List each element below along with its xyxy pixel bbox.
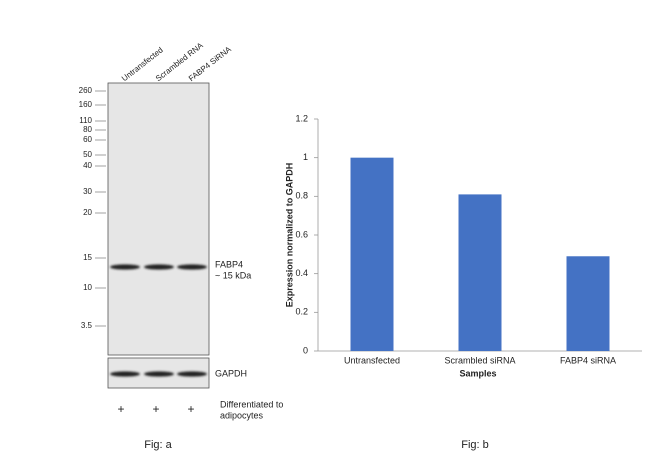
- band-size: ~ 15 kDa: [215, 270, 251, 280]
- treatment-mark: +: [187, 402, 194, 416]
- marker-label: 3.5: [81, 321, 93, 330]
- y-tick-label: 0: [303, 345, 308, 355]
- band-label: FABP4: [215, 259, 243, 269]
- band: [177, 264, 207, 270]
- band: [177, 371, 207, 377]
- marker-label: 160: [79, 100, 93, 109]
- caption: Fig: a: [144, 439, 172, 451]
- treatment-label: adipocytes: [220, 410, 264, 420]
- bar: [458, 194, 502, 351]
- x-tick-label: Scrambled siRNA: [444, 355, 515, 365]
- loading-label: GAPDH: [215, 368, 247, 378]
- marker-label: 10: [83, 283, 92, 292]
- treatment-mark: +: [152, 402, 159, 416]
- marker-label: 15: [83, 253, 92, 262]
- band: [144, 264, 174, 270]
- y-axis-title: Expression normalized to GAPDH: [284, 163, 294, 308]
- blot-panel: [107, 82, 210, 356]
- marker-label: 60: [83, 135, 92, 144]
- caption: Fig: b: [461, 439, 489, 451]
- x-tick-label: Untransfected: [344, 355, 400, 365]
- treatment-label: Differentiated to: [220, 399, 283, 409]
- bar: [350, 157, 394, 351]
- y-tick-label: 0.4: [295, 268, 308, 278]
- x-axis-title: Samples: [459, 368, 496, 378]
- band: [110, 371, 140, 377]
- marker-label: 260: [79, 86, 93, 95]
- bar: [566, 256, 610, 351]
- marker-label: 80: [83, 125, 92, 134]
- x-tick-label: FABP4 siRNA: [560, 355, 616, 365]
- marker-label: 40: [83, 161, 92, 170]
- band: [144, 371, 174, 377]
- y-tick-label: 1: [303, 152, 308, 162]
- marker-label: 20: [83, 208, 92, 217]
- y-tick-label: 0.2: [295, 307, 308, 317]
- marker-label: 110: [79, 116, 92, 125]
- treatment-mark: +: [117, 402, 124, 416]
- y-tick-label: 0.6: [295, 229, 308, 239]
- y-tick-label: 1.2: [295, 113, 308, 123]
- y-tick-label: 0.8: [295, 191, 308, 201]
- marker-label: 50: [83, 150, 92, 159]
- band: [110, 264, 140, 270]
- marker-label: 30: [83, 187, 92, 196]
